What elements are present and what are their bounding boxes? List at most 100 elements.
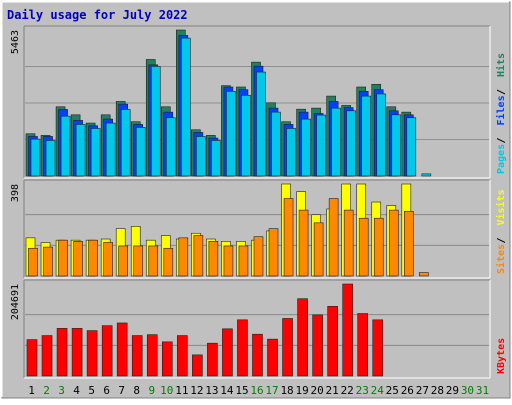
bar-sites-day-10	[163, 247, 174, 277]
x-tick-label-day-15: 15	[235, 384, 248, 397]
legend-separator: /	[496, 137, 507, 143]
bar-sites-day-21	[328, 198, 339, 277]
bar-sites-day-14	[223, 245, 234, 277]
bar-sites-day-19	[298, 209, 309, 277]
bar-sites-day-1	[28, 247, 38, 277]
x-tick-label-day-8: 8	[133, 384, 140, 397]
bar-sites-day-15	[238, 245, 249, 277]
x-tick-label-day-1: 1	[28, 384, 35, 397]
bar-pages-day-10	[165, 117, 176, 177]
bar-kbytes-day-21	[327, 306, 338, 377]
bar-kbytes-day-17	[267, 338, 278, 377]
legend-separator: /	[496, 89, 507, 95]
legend-label: Visits	[495, 189, 507, 225]
x-tick-label-day-23: 23	[356, 384, 369, 397]
legend: KBytes	[496, 338, 507, 374]
bar-sites-day-17	[268, 228, 279, 277]
bar-pages-day-4	[75, 124, 86, 177]
bar-pages-day-25	[391, 114, 402, 177]
bar-sites-day-23	[358, 217, 369, 277]
x-tick-label-day-28: 28	[431, 384, 444, 397]
bar-pages-day-8	[135, 127, 146, 177]
bar-pages-day-13	[211, 140, 221, 177]
bar-sites-day-11	[178, 237, 189, 277]
bar-kbytes-day-14	[222, 328, 233, 377]
panel-visits_sites: 398 Sites / Visits	[10, 179, 507, 279]
x-tick-label-day-2: 2	[43, 384, 50, 397]
x-tick-label-day-31: 31	[476, 384, 489, 397]
bar-pages-day-23	[361, 95, 372, 177]
x-tick-label-day-14: 14	[220, 384, 234, 397]
x-tick-label-day-29: 29	[446, 384, 459, 397]
bar-kbytes-day-20	[312, 314, 323, 377]
legend: Sites / Visits	[495, 189, 507, 274]
bar-sites-day-8	[133, 245, 144, 277]
bar-kbytes-day-11	[177, 335, 188, 377]
x-tick-label-day-3: 3	[58, 384, 65, 397]
bar-pages-day-1	[30, 138, 41, 177]
bar-sites-day-25	[388, 209, 399, 277]
bar-kbytes-day-19	[297, 298, 308, 377]
bar-kbytes-day-16	[252, 333, 263, 377]
bar-pages-day-18	[286, 128, 296, 177]
x-axis-labels: 1 2 3 4 5 6 7 8 9 10 11 12 13 14 15 16 17 18 19 20 21 22 23 24 2…	[28, 384, 489, 397]
legend-label: Sites	[495, 244, 507, 274]
bar-sites-day-7	[118, 245, 128, 277]
x-tick-label-day-9: 9	[148, 384, 155, 397]
bar-kbytes-day-7	[116, 322, 128, 377]
panel-hits_files_pages: 5463 Pages / Files / Hits	[10, 25, 507, 179]
bar-sites-day-5	[88, 239, 98, 277]
bar-pages-day-24	[376, 93, 387, 177]
bar-sites-day-18	[283, 198, 294, 277]
legend-label: Pages	[496, 144, 507, 174]
bar-sites-day-13	[208, 241, 219, 277]
bar-kbytes-day-15	[237, 319, 248, 377]
bar-pages-day-16	[256, 71, 266, 177]
bar-kbytes-day-23	[357, 313, 369, 377]
bar-pages-day-17	[271, 111, 281, 177]
panel-kbytes: 204691 KBytes	[10, 279, 507, 379]
bar-sites-day-22	[343, 209, 354, 277]
bar-pages-day-19	[301, 118, 311, 177]
x-tick-label-day-21: 21	[326, 384, 339, 397]
bar-pages-day-22	[346, 110, 356, 177]
bar-sites-day-20	[313, 222, 324, 277]
bar-pages-day-20	[316, 114, 326, 177]
bar-sites-day-26	[404, 210, 414, 277]
max-label: 204691	[10, 284, 21, 320]
x-tick-label-day-11: 11	[175, 384, 188, 397]
max-label: 5463	[10, 30, 21, 54]
legend-label: KBytes	[496, 338, 507, 374]
bar-sites-day-9	[148, 245, 159, 277]
x-tick-label-day-19: 19	[295, 384, 308, 397]
bar-pages-day-9	[150, 66, 161, 177]
legend-label: Files	[495, 95, 507, 125]
legend-separator: /	[496, 237, 507, 243]
bar-sites-day-4	[73, 241, 83, 277]
bar-kbytes-day-24	[372, 319, 384, 377]
bar-pages-day-15	[241, 94, 251, 177]
x-tick-label-day-22: 22	[341, 384, 354, 397]
bar-kbytes-day-8	[131, 335, 143, 377]
bar-pages-day-6	[105, 122, 116, 177]
bar-kbytes-day-3	[56, 328, 68, 377]
bar-kbytes-day-10	[161, 341, 173, 377]
bar-sites-day-12	[193, 235, 204, 277]
bar-pages-day-7	[120, 109, 131, 177]
x-tick-label-day-24: 24	[371, 384, 385, 397]
bar-kbytes-day-5	[86, 330, 98, 377]
bar-kbytes-day-9	[146, 334, 158, 377]
x-tick-label-day-27: 27	[416, 384, 429, 397]
x-tick-label-day-12: 12	[190, 384, 203, 397]
bar-pages-day-27	[421, 173, 432, 177]
bar-pages-day-12	[196, 136, 206, 177]
x-tick-label-day-10: 10	[160, 384, 173, 397]
x-tick-label-day-25: 25	[386, 384, 399, 397]
legend: Pages / Files / Hits	[495, 53, 507, 174]
bar-kbytes-day-2	[41, 335, 53, 377]
x-tick-label-day-13: 13	[205, 384, 218, 397]
bar-sites-day-3	[58, 239, 68, 277]
bar-kbytes-day-12	[192, 354, 203, 377]
x-tick-label-day-6: 6	[103, 384, 110, 397]
